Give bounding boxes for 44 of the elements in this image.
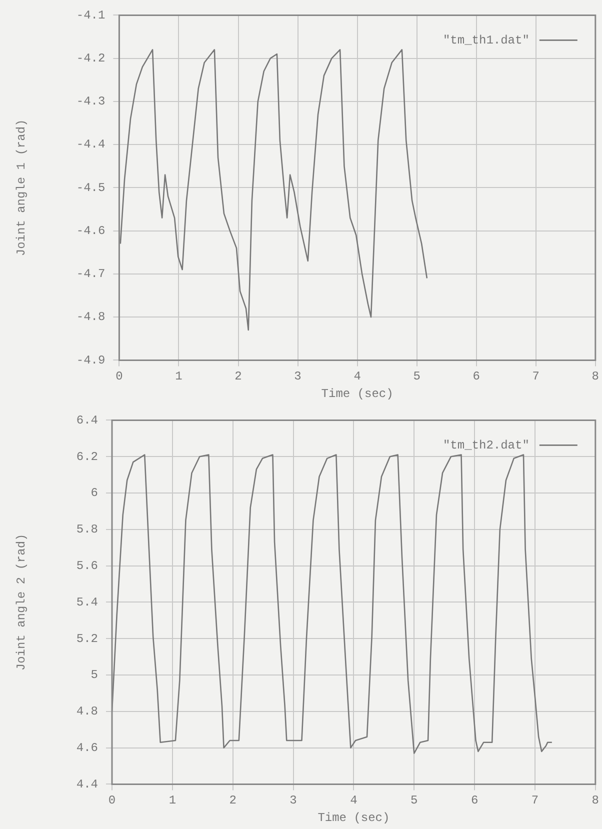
y-axis-title: Joint angle 2 (rad) <box>14 534 28 671</box>
y-tick-label: 5.4 <box>76 595 98 610</box>
x-tick-label: 7 <box>532 370 540 384</box>
x-tick-label: 0 <box>108 794 116 808</box>
x-tick-label: 4 <box>354 370 361 384</box>
legend-label: "tm_th2.dat" <box>442 438 530 452</box>
y-tick-label: -4.1 <box>76 8 106 22</box>
y-tick-label: 5.8 <box>76 522 98 537</box>
y-tick-label: 4.8 <box>76 704 98 719</box>
y-tick-label: 6.4 <box>76 413 98 428</box>
x-tick-label: 2 <box>234 370 242 384</box>
y-tick-label: -4.9 <box>76 353 106 368</box>
x-tick-label: 8 <box>592 370 599 384</box>
x-tick-label: 1 <box>175 370 182 384</box>
x-tick-label: 3 <box>294 370 302 384</box>
y-tick-label: 4.4 <box>76 777 98 792</box>
x-tick-label: 7 <box>531 794 539 808</box>
x-tick-label: 5 <box>410 794 418 808</box>
x-axis-title: Time (sec) <box>318 810 390 825</box>
y-tick-label: 4.6 <box>76 740 98 755</box>
x-tick-label: 2 <box>229 794 236 808</box>
y-tick-label: -4.4 <box>76 138 106 152</box>
y-tick-label: -4.5 <box>76 180 106 195</box>
y-tick-label: 5.6 <box>76 558 98 573</box>
x-tick-label: 1 <box>168 794 176 808</box>
x-tick-label: 3 <box>290 794 297 808</box>
x-tick-label: 4 <box>350 794 358 808</box>
x-tick-label: 0 <box>116 370 123 384</box>
x-tick-label: 6 <box>472 370 480 384</box>
y-tick-label: 5 <box>90 668 98 682</box>
y-tick-label: -4.2 <box>76 51 106 66</box>
legend-label: "tm_th1.dat" <box>442 33 530 48</box>
x-axis-title: Time (sec) <box>321 386 394 401</box>
y-axis-title: Joint angle 1 (rad) <box>14 119 28 256</box>
x-tick-label: 5 <box>413 370 420 384</box>
x-tick-label: 8 <box>592 794 599 808</box>
y-tick-label: -4.3 <box>76 94 106 109</box>
y-tick-label: -4.8 <box>76 310 106 324</box>
x-tick-label: 6 <box>470 794 478 808</box>
y-tick-label: -4.6 <box>76 224 106 238</box>
y-tick-label: 6.2 <box>76 450 98 464</box>
y-tick-label: 5.2 <box>76 632 98 646</box>
y-tick-label: 6 <box>90 486 98 500</box>
y-tick-label: -4.7 <box>76 267 106 282</box>
